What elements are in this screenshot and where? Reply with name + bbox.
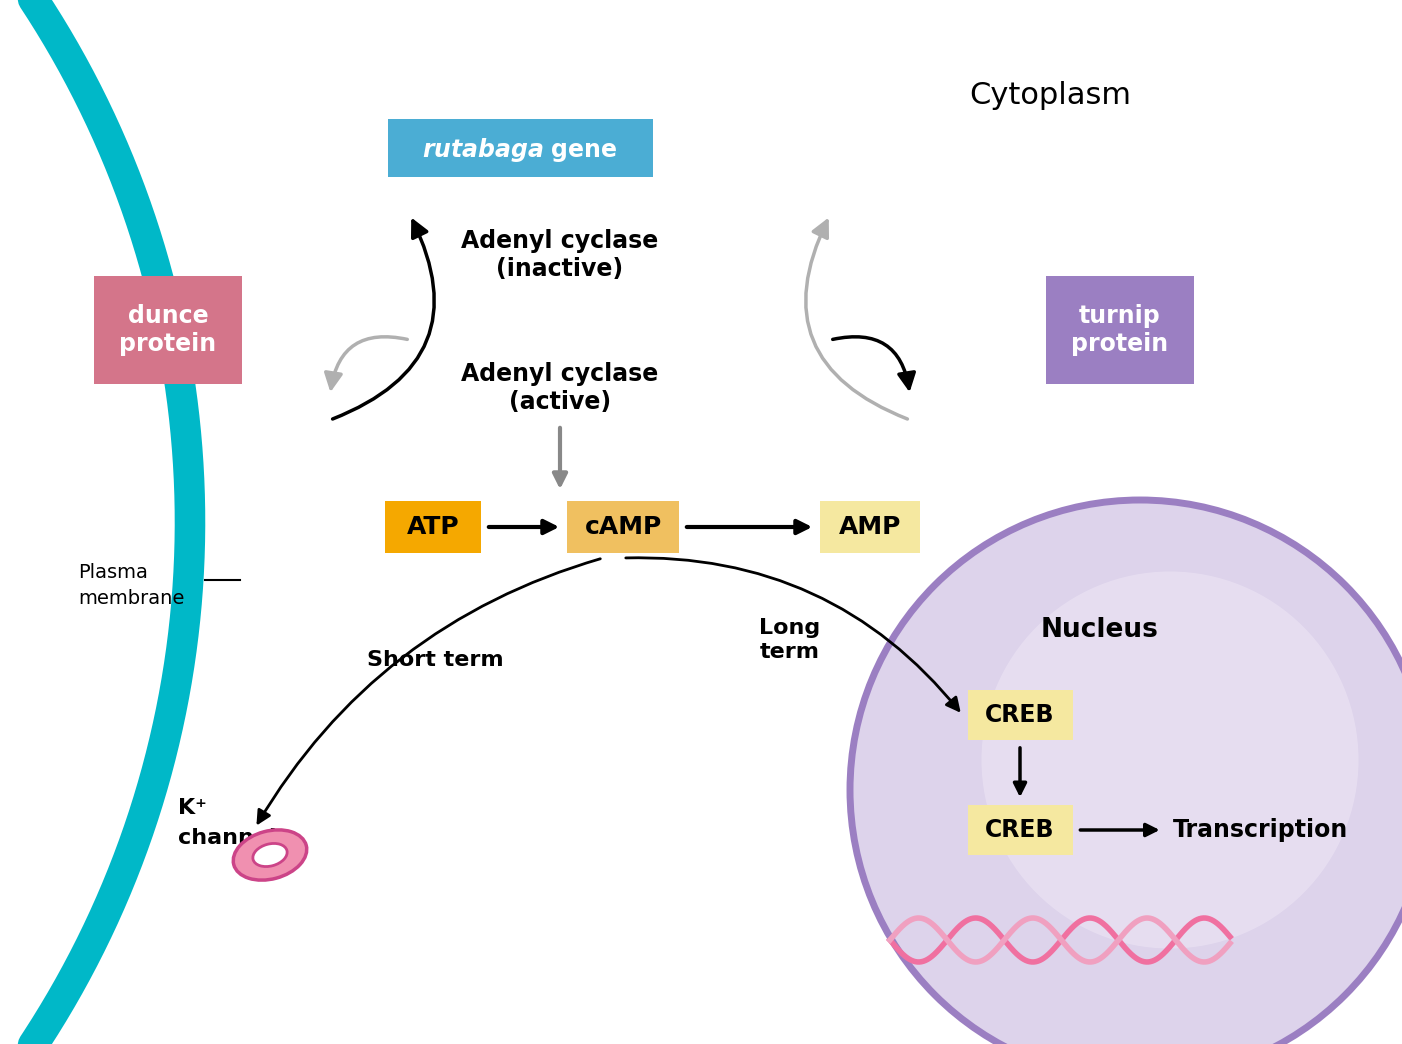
- FancyArrowPatch shape: [332, 221, 435, 419]
- Ellipse shape: [233, 830, 307, 880]
- Text: ATP: ATP: [407, 515, 460, 539]
- Text: dunce
protein: dunce protein: [119, 304, 216, 356]
- Ellipse shape: [252, 844, 287, 867]
- Text: Transcription: Transcription: [1172, 818, 1347, 843]
- FancyBboxPatch shape: [820, 501, 920, 553]
- Text: Long
term: Long term: [760, 618, 820, 662]
- FancyBboxPatch shape: [967, 805, 1073, 855]
- FancyArrowPatch shape: [806, 221, 907, 419]
- FancyArrowPatch shape: [325, 337, 408, 388]
- Text: AMP: AMP: [838, 515, 901, 539]
- FancyBboxPatch shape: [1046, 276, 1195, 384]
- Text: Adenyl cyclase
(active): Adenyl cyclase (active): [461, 362, 659, 413]
- FancyArrowPatch shape: [258, 559, 600, 823]
- FancyBboxPatch shape: [967, 690, 1073, 740]
- FancyBboxPatch shape: [566, 501, 679, 553]
- Text: CREB: CREB: [986, 818, 1054, 843]
- FancyBboxPatch shape: [386, 501, 481, 553]
- Text: $\bfit{rutabaga}$ $\bf{gene}$: $\bfit{rutabaga}$ $\bf{gene}$: [422, 136, 618, 164]
- Text: Cytoplasm: Cytoplasm: [969, 80, 1131, 110]
- Text: Short term: Short term: [367, 650, 503, 670]
- Text: membrane: membrane: [79, 589, 185, 608]
- Ellipse shape: [850, 500, 1402, 1044]
- Text: turnip
protein: turnip protein: [1071, 304, 1168, 356]
- Text: cAMP: cAMP: [585, 515, 662, 539]
- Text: Adenyl cyclase
(inactive): Adenyl cyclase (inactive): [461, 229, 659, 281]
- Text: K⁺: K⁺: [178, 798, 207, 818]
- FancyBboxPatch shape: [94, 276, 243, 384]
- FancyBboxPatch shape: [387, 119, 652, 177]
- FancyArrowPatch shape: [625, 557, 959, 710]
- Text: channel: channel: [178, 828, 276, 848]
- Text: CREB: CREB: [986, 703, 1054, 727]
- FancyArrowPatch shape: [833, 337, 914, 388]
- Text: Nucleus: Nucleus: [1042, 617, 1159, 643]
- Ellipse shape: [981, 571, 1359, 949]
- Text: Plasma: Plasma: [79, 563, 147, 582]
